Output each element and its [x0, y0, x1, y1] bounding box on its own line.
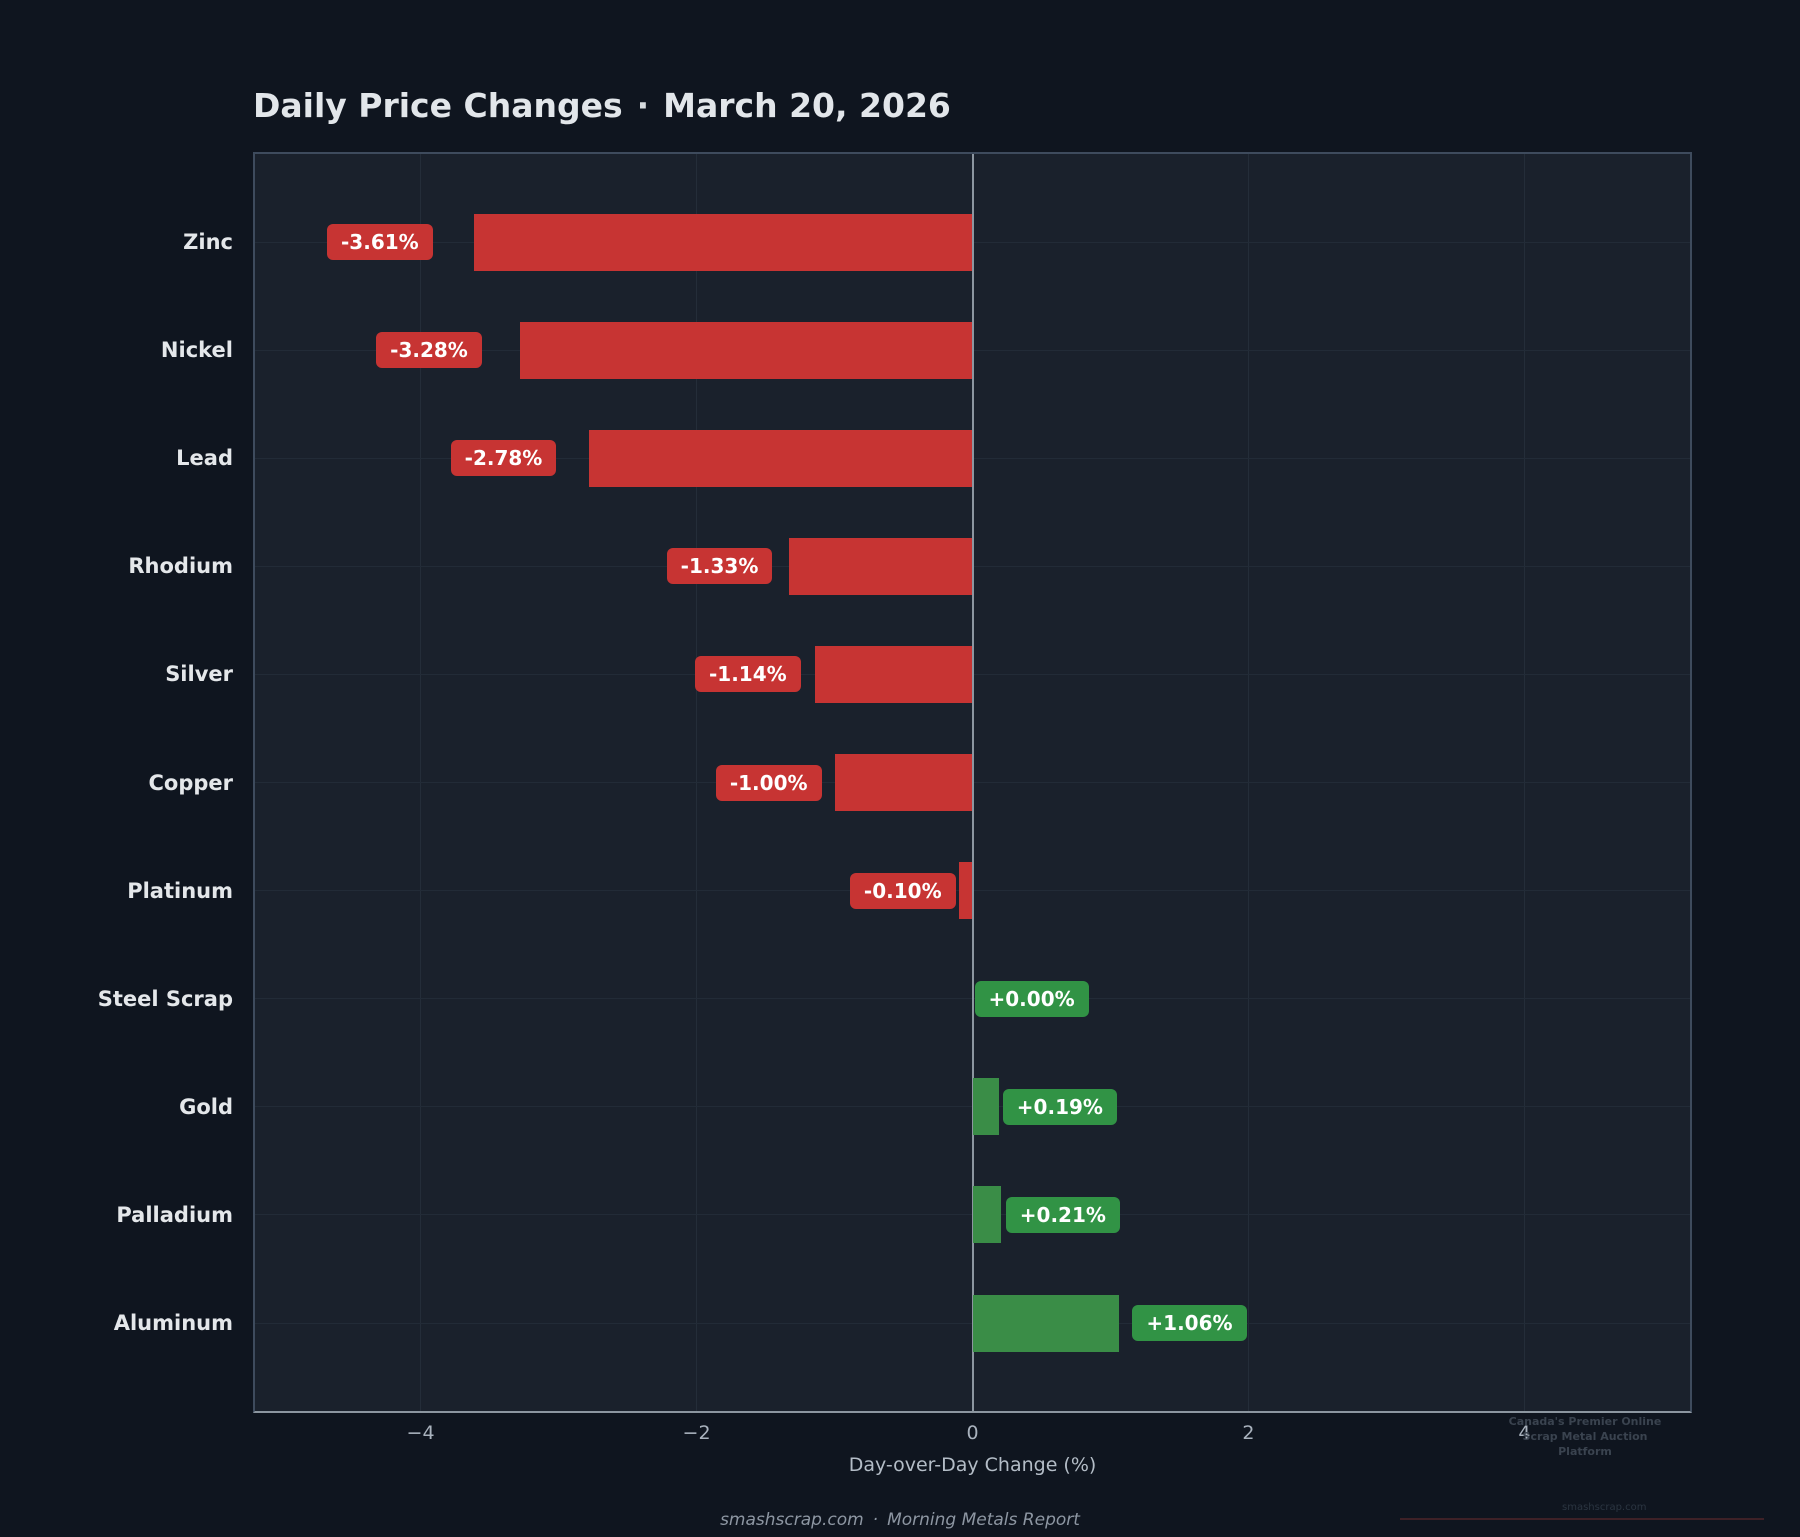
bar-value-label-platinum: -0.10%	[849, 872, 956, 909]
footer-report: Morning Metals Report	[887, 1510, 1080, 1530]
bar-value-label-lead: -2.78%	[450, 440, 557, 477]
category-label-rhodium: Rhodium	[128, 554, 233, 579]
zero-baseline	[971, 154, 974, 1411]
bar-value-label-gold: +0.19%	[1002, 1088, 1117, 1125]
category-label-copper: Copper	[148, 770, 233, 795]
bar-gold	[972, 1078, 999, 1136]
chart-title-text: Daily Price Changes	[253, 86, 623, 125]
bar-rhodium	[788, 537, 973, 595]
footer-separator-dot: ·	[872, 1510, 879, 1530]
x-tick-2: 0	[966, 1422, 979, 1444]
category-label-nickel: Nickel	[160, 338, 233, 363]
chart-title-date: March 20, 2026	[663, 86, 951, 125]
bar-value-label-zinc: -3.61%	[327, 224, 433, 260]
watermark-line-1: Canada's Premier Online	[1508, 1415, 1662, 1428]
x-tick-4: 4	[1518, 1422, 1531, 1444]
category-label-silver: Silver	[165, 662, 233, 687]
category-label-platinum: Platinum	[127, 878, 233, 903]
bar-value-label-nickel: -3.28%	[376, 332, 482, 369]
watermark-site: smashscrap.com	[1562, 1502, 1647, 1513]
bar-aluminum	[972, 1294, 1119, 1352]
footer-site: smashscrap.com	[720, 1510, 864, 1530]
bar-value-label-rhodium: -1.33%	[666, 548, 773, 585]
category-label-lead: Lead	[176, 446, 233, 471]
chart-title: Daily Price Changes · March 20, 2026	[253, 84, 951, 128]
bar-zinc	[474, 213, 973, 271]
watermark-rule	[1400, 1518, 1764, 1520]
x-axis-ticks: −4 −2 0 2 4	[255, 1422, 1690, 1452]
bar-palladium	[972, 1186, 1002, 1244]
bar-lead	[588, 429, 973, 487]
category-label-palladium: Palladium	[116, 1202, 233, 1227]
bar-silver	[815, 645, 973, 703]
watermark-text: Canada's Premier Online Scrap Metal Auct…	[1500, 1414, 1670, 1459]
bar-value-label-silver: -1.14%	[694, 656, 801, 693]
watermark-line-2: Scrap Metal Auction Platform	[1522, 1430, 1648, 1458]
x-axis-label: Day-over-Day Change (%)	[848, 1454, 1097, 1476]
x-tick-1: −2	[682, 1422, 711, 1444]
category-label-gold: Gold	[179, 1094, 233, 1119]
bar-value-label-copper: -1.00%	[715, 764, 822, 801]
x-tick-3: 2	[1242, 1422, 1255, 1444]
bar-value-label-steel-scrap: +0.00%	[974, 980, 1089, 1017]
category-label-steel-scrap: Steel Scrap	[97, 986, 233, 1011]
bar-platinum	[958, 862, 973, 920]
x-tick-0: −4	[406, 1422, 435, 1444]
bar-copper	[834, 754, 973, 811]
footer-caption: smashscrap.com · Morning Metals Report	[0, 1510, 1800, 1530]
plot-area: -3.61% -3.28% -2.78% -1.33% -1.14% -1.00% -0.1…	[253, 152, 1692, 1413]
category-axis: Zinc Nickel Lead Rhodium Silver Copper Platinu…	[0, 154, 243, 1411]
bar-value-label-aluminum: +1.06%	[1132, 1305, 1247, 1341]
title-separator-dot: ·	[636, 86, 650, 125]
bar-value-label-palladium: +0.21%	[1005, 1196, 1120, 1233]
category-label-zinc: Zinc	[183, 230, 233, 254]
category-label-aluminum: Aluminum	[113, 1311, 233, 1335]
bar-nickel	[519, 321, 973, 379]
